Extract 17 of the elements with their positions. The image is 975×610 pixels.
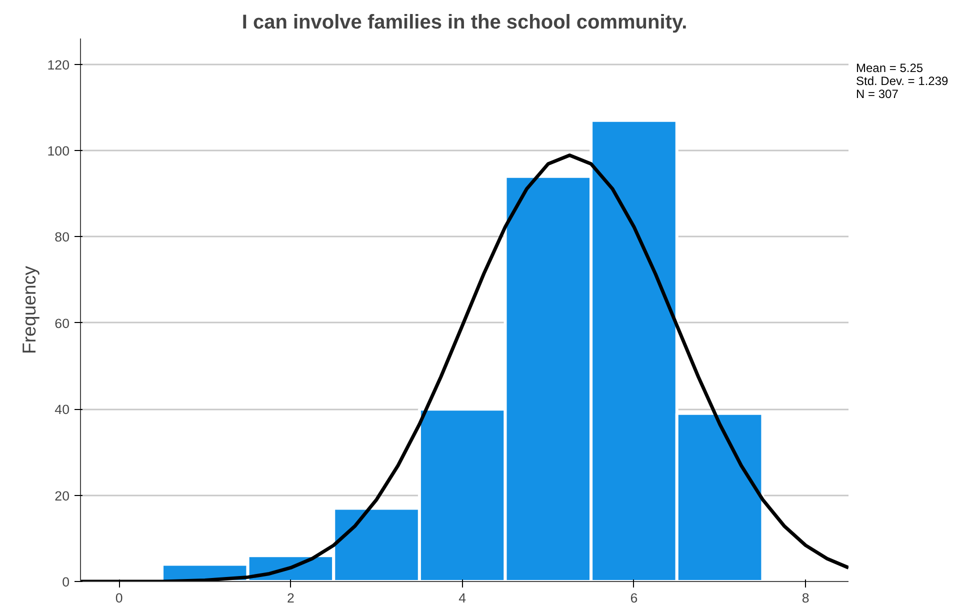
x-tick-label: 2 (287, 590, 294, 606)
y-tick-label: 40 (54, 402, 70, 418)
text: N = 307 (856, 87, 898, 101)
text: Mean = 5.25 (856, 61, 924, 75)
y-tick-label: 0 (62, 574, 70, 590)
x-tick-label: 6 (630, 590, 638, 606)
x-tick-label: 4 (458, 590, 467, 606)
y-tick-label: 20 (54, 488, 70, 504)
y-tick-label: 80 (54, 230, 70, 245)
x-tick-label: 8 (802, 590, 810, 606)
text: Std. Dev. = 1.239 (856, 74, 948, 88)
chart-title: I can involve families in the school community. (242, 12, 688, 34)
y-tick-label: 120 (47, 57, 70, 72)
x-tick-label: 0 (115, 590, 123, 606)
y-tick-label: 100 (47, 144, 70, 159)
y-axis-title: Frequency (18, 265, 40, 354)
y-tick-label: 60 (54, 316, 70, 331)
